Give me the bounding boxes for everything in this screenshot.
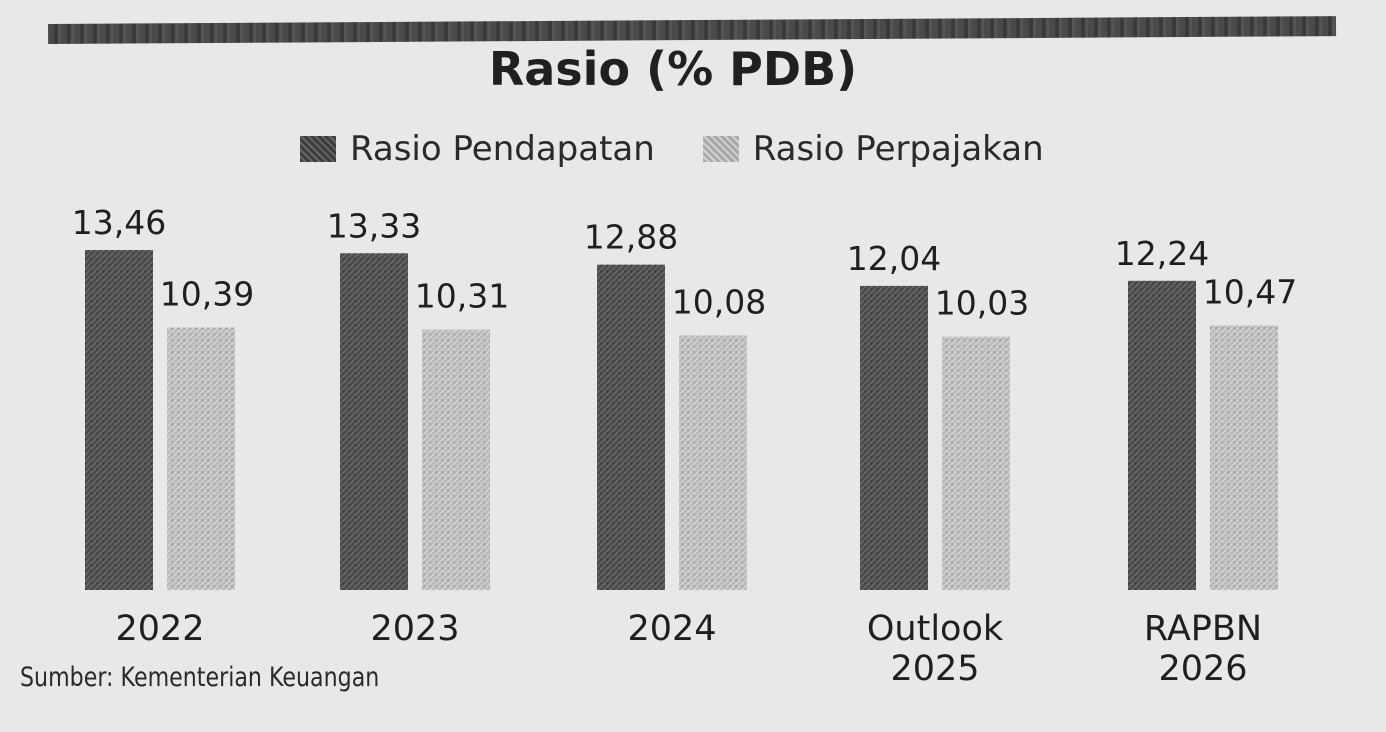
bar-rasio-pendapatan-4 — [1128, 280, 1196, 590]
bar-rasio-pendapatan-1 — [340, 253, 408, 590]
chart-legend: Rasio Pendapatan Rasio Perpajakan — [300, 124, 1092, 174]
bars-layer — [85, 250, 1278, 590]
source-note: Sumber: Kementerian Keuangan — [20, 662, 380, 693]
data-label-rasio-perpajakan-3: 10,03 — [935, 284, 1029, 323]
bar-rasio-perpajakan-4 — [1210, 325, 1278, 590]
data-label-rasio-perpajakan-1: 10,31 — [415, 277, 509, 316]
data-label-rasio-pendapatan-1: 13,33 — [327, 206, 421, 245]
legend-swatch-dark — [300, 136, 336, 162]
legend-label-rasio-pendapatan: Rasio Pendapatan — [350, 129, 655, 169]
bar-rasio-perpajakan-0 — [167, 327, 235, 590]
data-label-rasio-perpajakan-4: 10,47 — [1203, 273, 1297, 312]
data-label-rasio-pendapatan-3: 12,04 — [847, 239, 941, 278]
legend-label-rasio-perpajakan: Rasio Perpajakan — [752, 129, 1044, 169]
category-label-4: RAPBN 2026 — [1144, 609, 1262, 689]
labels-layer: 13,46 13,33 12,88 12,04 12,24 10,39 10,31 10,08… — [72, 203, 1297, 689]
chart-title: Rasio (% PDB) — [488, 42, 858, 96]
bar-rasio-pendapatan-3 — [860, 285, 928, 590]
category-label-3: Outlook 2025 — [867, 609, 1004, 689]
bar-rasio-pendapatan-0 — [85, 250, 153, 590]
data-label-rasio-pendapatan-0: 13,46 — [72, 203, 166, 242]
legend-item-rasio-perpajakan: Rasio Perpajakan — [702, 129, 1044, 169]
category-label-2: 2024 — [627, 609, 716, 649]
bar-rasio-pendapatan-2 — [597, 264, 665, 590]
legend-item-rasio-pendapatan: Rasio Pendapatan — [300, 129, 655, 169]
category-label-1: 2023 — [370, 609, 459, 649]
data-label-rasio-pendapatan-4: 12,24 — [1115, 234, 1209, 273]
data-label-rasio-perpajakan-2: 10,08 — [672, 282, 766, 321]
legend-swatch-light — [702, 136, 739, 162]
data-label-rasio-pendapatan-2: 12,88 — [584, 218, 678, 257]
data-label-rasio-perpajakan-0: 10,39 — [160, 275, 254, 314]
category-label-0: 2022 — [115, 609, 204, 649]
bar-rasio-perpajakan-1 — [422, 329, 490, 590]
bar-rasio-perpajakan-2 — [679, 335, 747, 590]
bar-rasio-perpajakan-3 — [942, 336, 1010, 590]
